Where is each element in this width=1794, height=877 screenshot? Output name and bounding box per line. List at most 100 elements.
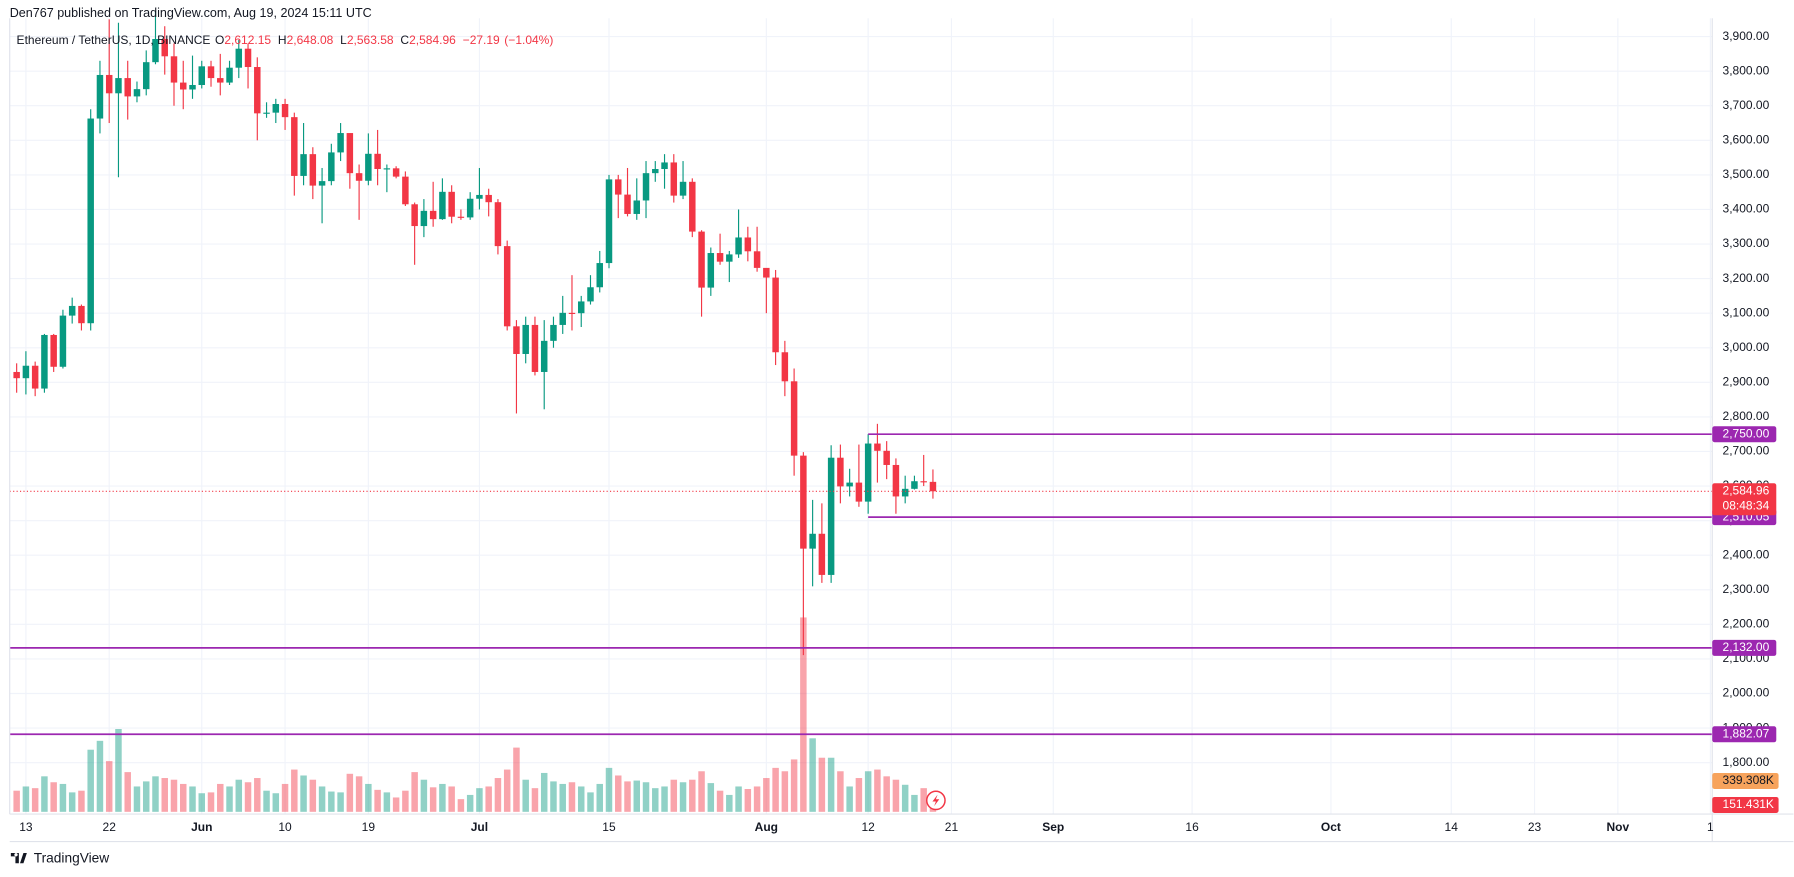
volume-bar: [31, 788, 39, 812]
volume-bar: [96, 740, 104, 812]
volume-bar: [652, 788, 659, 812]
volume-bar: [772, 767, 779, 812]
volume-bar: [698, 771, 705, 812]
candle-body: [170, 56, 178, 83]
publish-header: Den767 published on TradingView.com, Aug…: [10, 6, 372, 20]
volume-ma-tag: [1712, 772, 1779, 789]
candle-body: [41, 334, 48, 389]
candle-body: [698, 231, 705, 288]
volume-bar: [355, 776, 363, 812]
volume-bar: [855, 778, 863, 812]
y-tick-label: 2,900.00: [1723, 375, 1770, 389]
x-tick-label: Sep: [1042, 820, 1064, 834]
candle-body: [124, 78, 131, 97]
candle-body: [272, 104, 280, 113]
volume-bar: [735, 786, 742, 812]
candle-body: [911, 481, 918, 489]
volume-bar: [883, 776, 890, 812]
volume-bar: [716, 790, 724, 812]
volume-bar: [142, 781, 150, 812]
candle-body: [735, 237, 742, 255]
volume-bar: [78, 790, 85, 812]
volume-bar: [522, 779, 529, 812]
volume-bar: [254, 778, 261, 812]
candle-body: [892, 464, 900, 497]
candle-body: [800, 455, 807, 549]
x-tick-label: 21: [945, 820, 959, 834]
candle-body: [22, 365, 30, 379]
legend-letter: L: [340, 33, 347, 47]
x-tick-label: 23: [1528, 820, 1542, 834]
candle-body: [346, 133, 354, 174]
x-tick-label: 10: [278, 820, 292, 834]
x-tick-label: 13: [19, 820, 33, 834]
volume-bar: [494, 778, 502, 812]
volume-bar: [235, 779, 243, 812]
volume-bar: [180, 783, 187, 812]
candle-body: [661, 162, 668, 170]
x-tick-label: 14: [1445, 820, 1459, 834]
volume-bar: [892, 779, 900, 812]
level-tag-label: 1,882.07: [1723, 726, 1770, 740]
candle-body: [105, 74, 113, 94]
candle-body: [411, 204, 418, 227]
candle-body: [383, 168, 391, 170]
candle-body: [753, 251, 761, 268]
y-tick-label: 3,100.00: [1723, 305, 1770, 319]
volume-bar: [503, 769, 511, 812]
legend-letter: H: [278, 33, 287, 47]
volume-bar: [689, 779, 696, 812]
y-tick-label: 2,700.00: [1723, 444, 1770, 458]
volume-bar: [920, 788, 927, 812]
volume-bar: [291, 769, 298, 812]
candle-body: [522, 324, 529, 354]
volume-bar: [615, 775, 622, 812]
candle-body: [596, 263, 603, 288]
candle-body: [818, 533, 826, 575]
volume-bar: [429, 787, 437, 812]
volume-bar: [402, 790, 409, 812]
volume-bar: [263, 790, 270, 812]
volume-bar: [587, 792, 594, 812]
volume-ma-label: 339.308K: [1723, 773, 1774, 787]
level-tag-label: 2,132.00: [1723, 640, 1770, 654]
candle-body: [263, 112, 270, 114]
volume-bar: [281, 783, 289, 812]
volume-bar: [809, 738, 816, 812]
volume-bar: [818, 757, 826, 812]
last-price-label: 2,584.96: [1723, 483, 1770, 497]
volume-bar: [531, 788, 539, 812]
candle-body: [189, 84, 196, 90]
candle-body: [559, 312, 566, 325]
tradingview-logo: [10, 852, 27, 864]
candle-body: [429, 210, 437, 220]
x-tick-label: 22: [103, 820, 117, 834]
volume-bar: [272, 793, 280, 812]
volume-bar: [605, 767, 613, 812]
volume-bar: [115, 729, 122, 812]
volume-bar: [226, 786, 233, 812]
volume-bar: [837, 771, 844, 812]
candle-body: [161, 39, 168, 57]
volume-label: 151.431K: [1723, 797, 1774, 811]
candle-body: [652, 169, 659, 174]
candle-body: [142, 62, 150, 90]
candle-body: [31, 365, 39, 389]
candle-body: [577, 301, 585, 314]
volume-bar: [790, 759, 798, 812]
candle-body: [198, 66, 205, 85]
volume-bar: [707, 783, 715, 812]
candle-body: [235, 48, 243, 68]
volume-bar: [874, 769, 881, 812]
volume-bar: [753, 786, 761, 812]
candle-body: [883, 450, 890, 465]
volume-bar: [568, 782, 576, 812]
volume-bar: [596, 783, 603, 812]
candle-body: [244, 48, 252, 68]
volume-bar: [901, 784, 909, 812]
candle-body: [217, 78, 224, 83]
volume-bar: [670, 779, 678, 812]
candle-body: [929, 481, 937, 492]
candle-body: [13, 371, 20, 379]
candle-body: [309, 154, 317, 186]
